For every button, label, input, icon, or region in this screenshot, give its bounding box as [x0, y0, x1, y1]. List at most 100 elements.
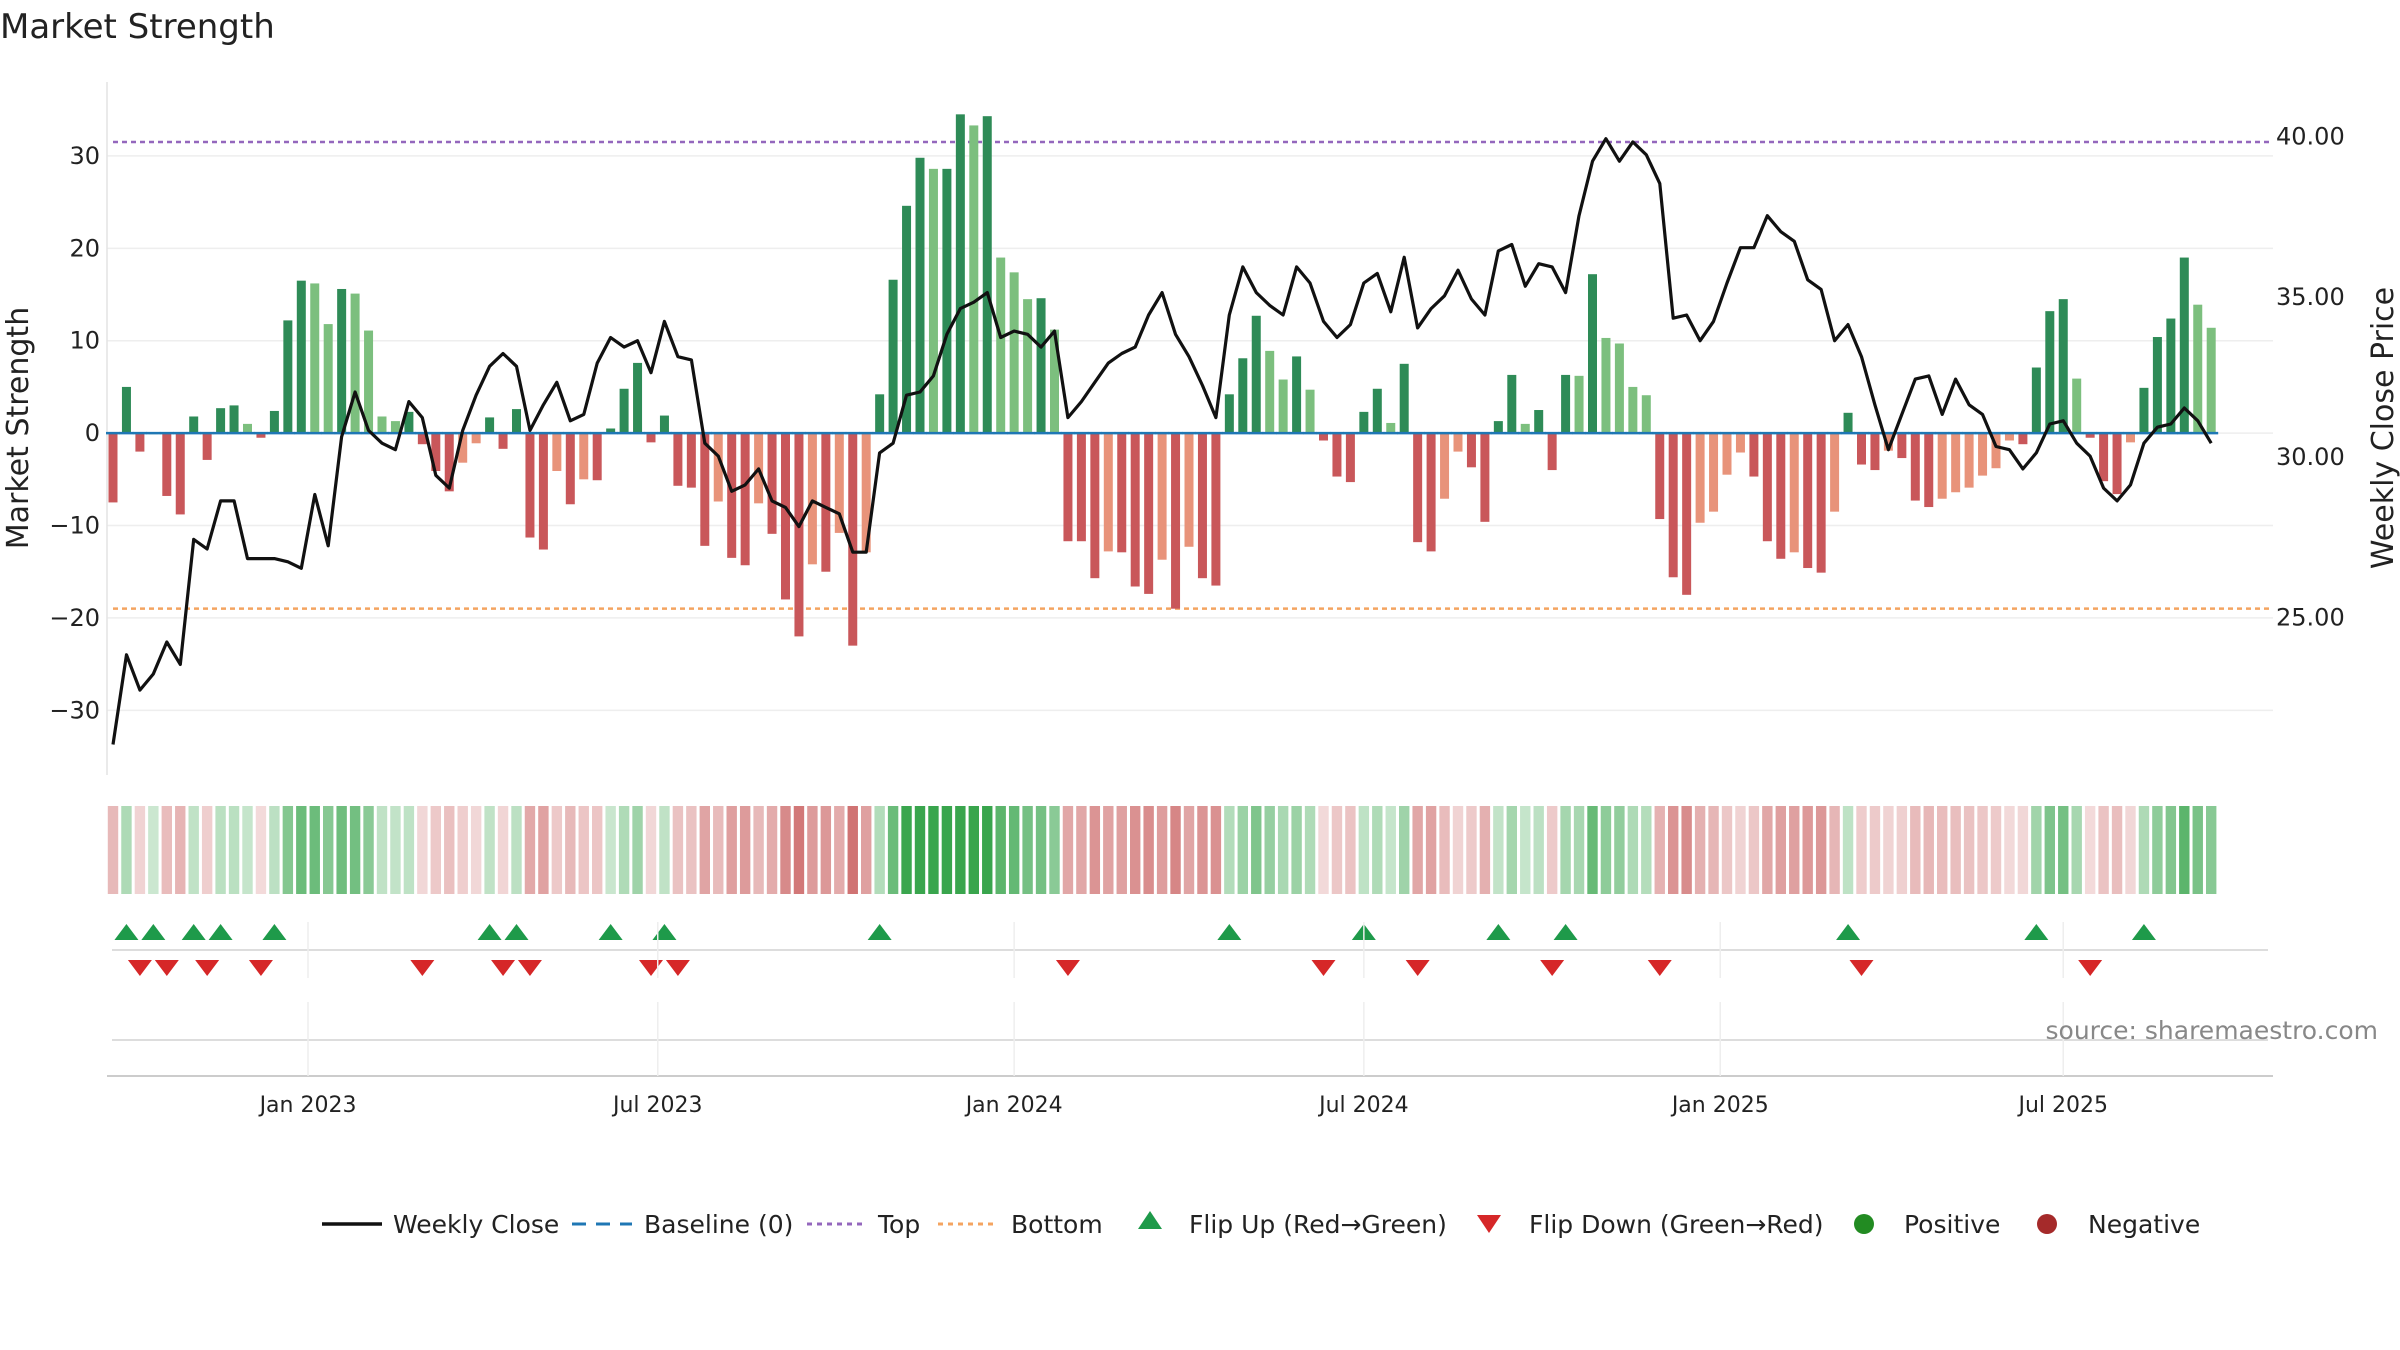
strength-bar — [269, 410, 279, 434]
strength-bar — [216, 408, 226, 434]
heat-cell — [2071, 806, 2082, 894]
heat-cell — [1681, 806, 1692, 894]
heat-cell — [484, 806, 495, 894]
strength-bar — [1561, 374, 1571, 434]
flip-up-marker — [1217, 924, 1242, 940]
flip-down-marker — [127, 960, 152, 976]
strength-bar — [996, 257, 1006, 434]
strength-bar — [1951, 433, 1961, 493]
heat-cell — [444, 806, 455, 894]
heat-cell — [1008, 806, 1020, 894]
heat-cell — [457, 806, 468, 894]
heat-cell — [2098, 806, 2109, 894]
heat-cell — [497, 806, 509, 894]
strength-bar — [1480, 433, 1490, 522]
heat-cell — [618, 806, 630, 894]
heat-cell — [1694, 806, 1706, 894]
chart-title: Market Strength — [0, 7, 275, 47]
strength-bar — [1830, 433, 1840, 512]
strength-bar — [1520, 423, 1530, 434]
heat-cell — [1923, 806, 1934, 894]
strength-bar — [1843, 412, 1853, 434]
strength-bar — [740, 433, 750, 566]
strength-bar — [1130, 433, 1140, 587]
flip-down-marker — [248, 960, 273, 976]
heat-cell — [2111, 806, 2123, 894]
flip-up-marker — [477, 924, 502, 940]
flip-down-marker — [1647, 960, 1672, 976]
heat-cell — [1345, 806, 1356, 894]
heat-cell — [309, 806, 320, 894]
heat-cell — [726, 806, 737, 894]
heat-cell — [215, 806, 226, 894]
heat-cell — [1815, 806, 1827, 894]
heat-cell — [1331, 806, 1343, 894]
close-line-group — [111, 137, 2213, 745]
strength-bar — [512, 409, 521, 434]
y-tick-label: 20 — [69, 234, 100, 262]
strength-bar — [2152, 337, 2162, 434]
heat-cell — [1304, 806, 1316, 894]
strength-heat-strip — [107, 806, 2217, 894]
strength-bar — [1184, 433, 1194, 547]
heat-cell — [1789, 806, 1800, 894]
strength-bar — [619, 388, 629, 434]
heat-cell — [1210, 806, 1222, 894]
heat-cell — [1762, 806, 1773, 894]
strength-bar — [1776, 433, 1786, 559]
strength-bar — [1964, 433, 1974, 488]
strength-bar — [108, 433, 118, 503]
heat-cell — [1641, 806, 1652, 894]
strength-bar — [982, 116, 992, 434]
heat-cell — [1560, 806, 1571, 894]
flip-markers — [114, 924, 2156, 976]
heat-cell — [2152, 806, 2163, 894]
y2-tick-label: 40.00 — [2276, 123, 2345, 151]
x-tick-label: Jul 2025 — [2016, 1093, 2108, 1118]
strength-bar — [861, 433, 871, 553]
heat-cell — [2044, 806, 2055, 894]
heat-cell — [282, 806, 294, 894]
legend: Weekly Close Baseline (0) Top Bottom Fli… — [322, 1210, 2200, 1239]
heat-cell — [121, 806, 132, 894]
heat-cell — [417, 806, 428, 894]
legend-flip-up-icon — [1138, 1211, 1162, 1229]
heat-cell — [1466, 806, 1477, 894]
strength-bar — [1466, 433, 1476, 468]
flip-up-marker — [114, 924, 139, 940]
flip-up-marker — [867, 924, 892, 940]
heat-cell — [1950, 806, 1961, 894]
source-credit: source: sharemaestro.com — [2046, 1016, 2379, 1045]
strength-bar — [337, 288, 347, 434]
strength-bar — [1574, 375, 1584, 434]
heat-cell — [753, 806, 764, 894]
heat-cell — [713, 806, 724, 894]
y2-tick-label: 25.00 — [2276, 603, 2345, 631]
x-axis-ticks: Jan 2023 Jul 2023 Jan 2024 Jul 2024 Jan 2025… — [258, 1093, 2108, 1118]
strength-bar — [1050, 329, 1059, 434]
strength-bar — [1735, 433, 1745, 453]
flip-down-marker — [154, 960, 179, 976]
strength-bar — [928, 168, 938, 434]
strength-bar — [1803, 433, 1813, 569]
strength-bar — [794, 433, 804, 637]
strength-bar — [1413, 433, 1423, 543]
heat-cell — [1076, 806, 1087, 894]
heat-cell — [1425, 806, 1437, 894]
heat-cell — [228, 806, 240, 894]
strength-bar — [390, 421, 400, 434]
heat-cell — [269, 806, 280, 894]
heat-cell — [376, 806, 388, 894]
heat-cell — [2017, 806, 2029, 894]
heat-cell — [1130, 806, 1141, 894]
heat-cell — [1533, 806, 1544, 894]
heat-cell — [511, 806, 522, 894]
heat-cell — [1439, 806, 1450, 894]
strength-bar — [243, 423, 252, 434]
strength-bar — [256, 433, 266, 438]
heat-cell — [1990, 806, 2002, 894]
strength-bar — [1117, 433, 1127, 553]
strength-bar — [471, 433, 481, 444]
strength-bar — [1507, 374, 1517, 434]
